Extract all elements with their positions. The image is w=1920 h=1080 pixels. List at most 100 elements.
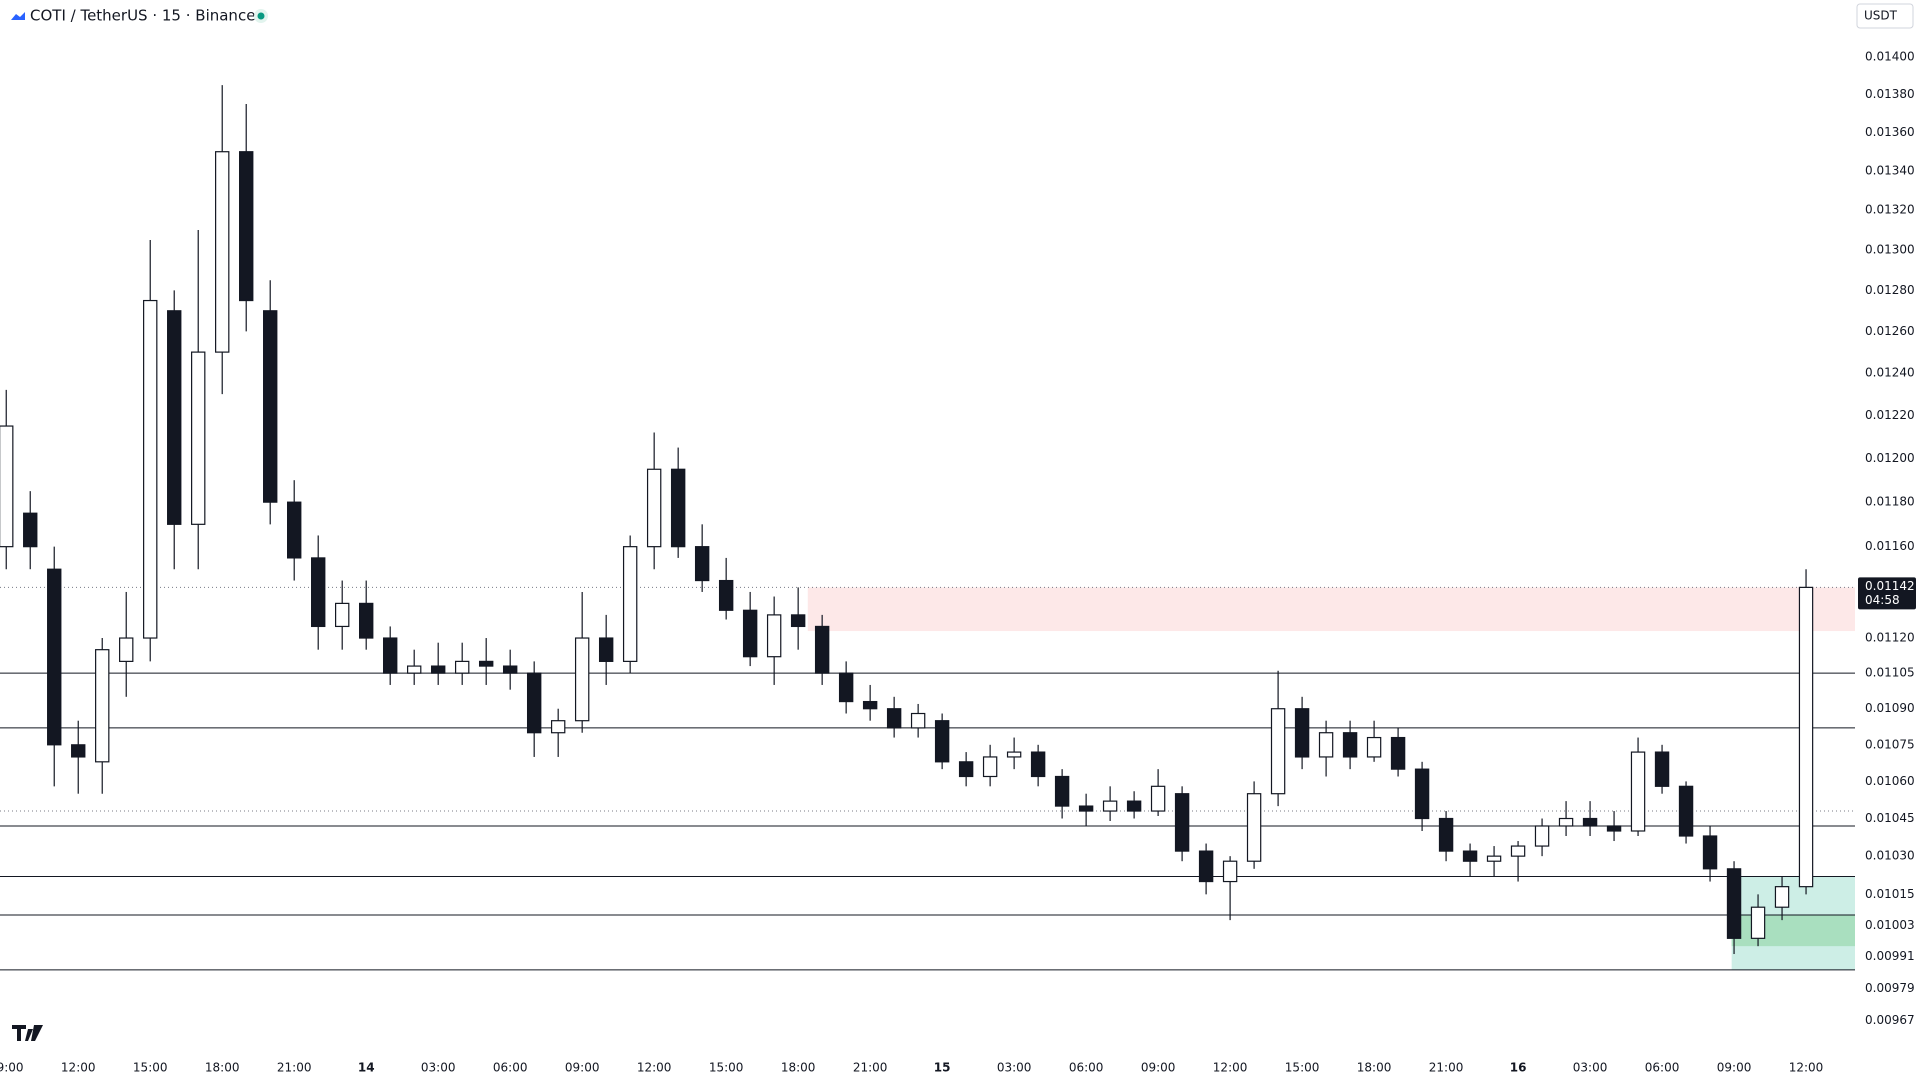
candle-body xyxy=(1150,785,1166,812)
candle-body xyxy=(574,637,590,722)
y-tick-label: 0.01340 xyxy=(1865,164,1915,178)
candle-body xyxy=(1366,736,1382,758)
candle-body xyxy=(239,151,254,302)
currency: USDT xyxy=(1864,9,1898,23)
candle-body xyxy=(191,351,206,525)
y-tick-label: 0.01240 xyxy=(1865,366,1915,380)
candle-body xyxy=(1006,751,1022,758)
x-tick-label: 09:00 xyxy=(1717,1061,1752,1075)
candle-body xyxy=(790,614,806,628)
candle xyxy=(1654,744,1670,794)
candle xyxy=(1414,761,1430,831)
candle xyxy=(574,591,590,733)
candle xyxy=(215,85,230,395)
candle-body xyxy=(311,557,326,628)
candle xyxy=(454,642,470,685)
candle-body xyxy=(550,720,566,734)
candle xyxy=(263,280,278,525)
candle xyxy=(910,703,926,738)
candle xyxy=(1510,841,1526,882)
x-tick-label: 15 xyxy=(934,1061,951,1075)
x-tick-label: 18:00 xyxy=(1357,1061,1392,1075)
candle-body xyxy=(1750,906,1766,939)
candle xyxy=(23,491,38,570)
y-tick-label: 0.01280 xyxy=(1865,283,1915,297)
logo-shape xyxy=(12,1025,43,1041)
candle xyxy=(1246,781,1262,869)
candle-body xyxy=(718,579,734,611)
candle-body xyxy=(1678,785,1694,837)
candle xyxy=(646,432,662,570)
candle xyxy=(526,661,542,757)
candle xyxy=(95,638,110,794)
candle-body xyxy=(1510,845,1526,857)
candle-body xyxy=(886,708,902,729)
candle-body xyxy=(23,512,38,548)
candle xyxy=(0,389,14,570)
candle-body xyxy=(143,299,158,639)
x-tick-label: 18:00 xyxy=(781,1061,816,1075)
zone xyxy=(807,587,1855,632)
candle-body xyxy=(598,637,614,662)
candle-body xyxy=(287,501,302,559)
candle xyxy=(1798,569,1814,895)
x-tick-label: 16 xyxy=(1510,1061,1527,1075)
candle xyxy=(1054,769,1070,819)
candle-body xyxy=(814,625,830,674)
candle xyxy=(1534,818,1550,857)
candle xyxy=(598,614,614,685)
candle-body xyxy=(646,468,662,548)
candle-body xyxy=(1726,868,1742,939)
candle xyxy=(1486,846,1502,877)
candle xyxy=(886,696,902,738)
x-tick-label: 09:00 xyxy=(565,1061,600,1075)
candle-body xyxy=(1798,586,1814,888)
candle-body xyxy=(95,649,110,763)
y-tick-label: 0.01060 xyxy=(1865,774,1915,788)
y-tick-label: 0.01105 xyxy=(1865,666,1915,680)
candle xyxy=(311,535,326,650)
candle xyxy=(1750,894,1766,947)
status-dot xyxy=(257,12,265,20)
candle xyxy=(1318,720,1334,777)
x-tick-label: 06:00 xyxy=(1069,1061,1104,1075)
candle-body xyxy=(1342,732,1358,758)
y-tick-label: 0.00979 xyxy=(1865,981,1915,995)
y-tick-label: 0.01260 xyxy=(1865,324,1915,338)
candle xyxy=(1726,861,1742,955)
candle xyxy=(1270,670,1286,807)
x-tick-label: 15:00 xyxy=(133,1061,168,1075)
currency-box[interactable] xyxy=(1856,3,1914,29)
candle-body xyxy=(0,425,14,548)
candle xyxy=(1678,781,1694,844)
x-tick-label: 06:00 xyxy=(1645,1061,1680,1075)
candle xyxy=(718,557,734,620)
candle xyxy=(1294,696,1310,770)
candle xyxy=(550,708,566,757)
candle xyxy=(143,239,158,662)
candle xyxy=(382,626,398,685)
candle-body xyxy=(382,637,398,674)
candle xyxy=(1126,791,1142,819)
candle-body xyxy=(406,665,422,674)
header: COTI / TetherUS · 15 · Binance xyxy=(11,7,268,25)
candle xyxy=(1558,801,1574,837)
y-tick-label: 0.01003 xyxy=(1865,918,1915,932)
candle-body xyxy=(622,546,638,662)
candle-body xyxy=(982,756,998,778)
y-tick-label: 0.01160 xyxy=(1865,539,1915,553)
y-tick-label: 0.01360 xyxy=(1865,125,1915,139)
candle-body xyxy=(1462,850,1478,862)
candle xyxy=(1342,720,1358,770)
candle-body xyxy=(215,151,230,353)
candle-body xyxy=(1126,800,1142,812)
tv-logo xyxy=(12,1025,43,1041)
candle-body xyxy=(934,720,950,763)
candle-body xyxy=(1198,850,1214,883)
candle-body xyxy=(742,609,758,658)
y-tick-label: 0.01200 xyxy=(1865,451,1915,465)
candle-body xyxy=(1078,805,1094,812)
candle xyxy=(191,230,206,570)
candle-body xyxy=(1654,751,1670,787)
price-tag-countdown: 04:58 xyxy=(1865,593,1900,607)
